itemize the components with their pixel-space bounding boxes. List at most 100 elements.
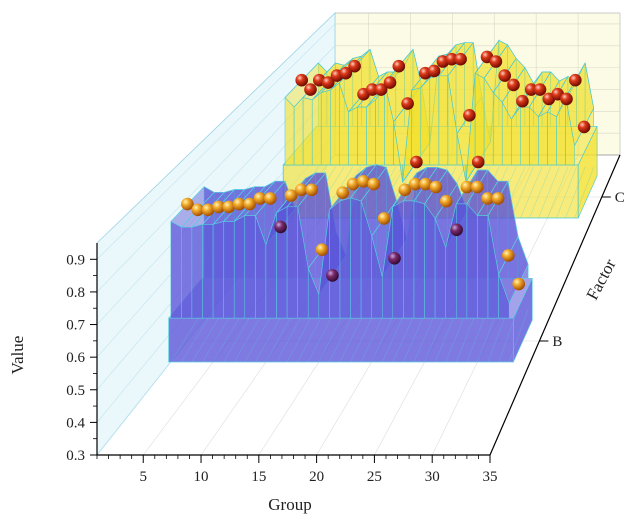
x-tick-label: 30	[425, 469, 440, 485]
ribbon-front-face	[420, 77, 431, 166]
x-tick-label: 15	[251, 469, 266, 485]
data-point	[512, 277, 525, 291]
data-point	[253, 192, 267, 205]
data-point	[560, 92, 573, 106]
ribbon-front-face	[233, 215, 246, 319]
data-point	[212, 200, 225, 214]
ribbon-front-face	[202, 224, 214, 319]
data-point	[346, 177, 360, 191]
data-point	[222, 200, 236, 214]
ribbon-slab-stripe	[556, 166, 577, 219]
ribbon-front-face	[466, 203, 478, 319]
ribbon-front-face	[329, 200, 341, 319]
ribbon-front-face	[438, 75, 449, 166]
data-point	[357, 175, 370, 188]
y-tick-label: 0.8	[66, 285, 85, 301]
data-point	[374, 83, 388, 96]
data-point	[445, 52, 459, 66]
ribbon-front-face	[320, 89, 331, 166]
ribbon-front-face	[244, 215, 256, 319]
ribbon-slab-stripe	[520, 166, 543, 219]
data-point	[315, 243, 329, 256]
ribbon-front-face	[520, 106, 530, 166]
ribbon-front-face	[330, 82, 340, 166]
ribbon-front-face	[366, 99, 376, 166]
ribbon-front-face	[565, 97, 575, 166]
data-point	[321, 76, 335, 89]
y-tick-label: 0.6	[66, 350, 85, 366]
ribbon-slab-side	[577, 126, 598, 219]
data-point	[569, 73, 582, 87]
ribbon-front-face	[424, 203, 436, 319]
data-point	[377, 212, 391, 225]
ribbon-front-face	[477, 215, 489, 319]
ribbon-front-face	[492, 91, 503, 166]
data-point	[401, 97, 414, 110]
data-point	[408, 177, 422, 191]
data-point	[429, 180, 443, 194]
y-tick-label: 0.4	[66, 415, 85, 431]
data-point	[398, 183, 412, 197]
data-point	[460, 180, 474, 194]
y-tick-label: 0.5	[66, 383, 85, 399]
ribbon-front-face	[498, 274, 510, 319]
ribbon-slab-side	[513, 278, 533, 363]
ribbon-front-face	[411, 87, 422, 166]
data-point	[181, 197, 194, 211]
data-point	[533, 83, 547, 96]
points-factor-b	[181, 175, 525, 291]
data-point	[348, 59, 361, 73]
data-point	[454, 52, 467, 66]
data-point	[339, 66, 353, 80]
ribbon-front-face	[311, 92, 322, 166]
z-tick-label: C	[615, 190, 625, 206]
ribbon-slab-stripe	[547, 166, 569, 219]
ribbon-front-face	[538, 111, 548, 166]
y-tick-label: 0.9	[66, 252, 85, 268]
ribbon-front-face	[339, 197, 351, 319]
data-point	[274, 220, 287, 234]
data-point	[577, 120, 591, 134]
ribbon-front-face	[286, 206, 298, 319]
ribbon-slab-front	[168, 317, 514, 363]
ribbon-front-face	[350, 197, 362, 319]
data-point	[502, 249, 515, 262]
data-point	[232, 197, 246, 211]
ribbon-slab-stripe	[498, 308, 519, 363]
x-tick-label: 5	[139, 469, 147, 485]
data-point	[498, 69, 512, 82]
ribbon-slab-stripe	[574, 166, 594, 219]
data-point	[284, 189, 298, 202]
ribbon-front-face	[403, 200, 415, 319]
data-point	[383, 76, 397, 89]
x-tick-label: 20	[309, 469, 324, 485]
x-tick-label: 25	[367, 469, 382, 485]
ribbon-front-face	[429, 75, 440, 166]
data-point	[388, 251, 401, 265]
x-tick-label: 35	[483, 469, 498, 485]
data-point	[264, 192, 277, 205]
ribbon-front-face	[191, 224, 203, 319]
data-point	[326, 269, 339, 282]
y-tick-label: 0.7	[66, 318, 85, 334]
data-point	[305, 183, 319, 197]
left-grid-line	[96, 23, 336, 260]
data-point	[304, 83, 317, 96]
x-axis-title: Group	[268, 495, 311, 514]
ribbon-front-face	[529, 106, 539, 166]
y-tick-label: 0.3	[66, 448, 85, 464]
data-point	[481, 192, 494, 205]
ribbon-front-face	[474, 72, 485, 166]
axes: 0.3 0.4 0.5 0.6 0.7 0.8 0.9 5 10 15 20 25 30 35 B C	[66, 154, 625, 485]
data-point	[463, 109, 476, 122]
data-point	[336, 186, 350, 199]
ribbon-front-face	[293, 96, 304, 166]
data-point	[471, 180, 484, 194]
points-factor-c	[295, 50, 591, 169]
data-point	[410, 155, 423, 169]
ribbon-front-face	[456, 203, 468, 319]
data-point	[489, 55, 503, 68]
ribbon-slab-stripe	[510, 166, 534, 219]
data-point	[295, 183, 308, 197]
